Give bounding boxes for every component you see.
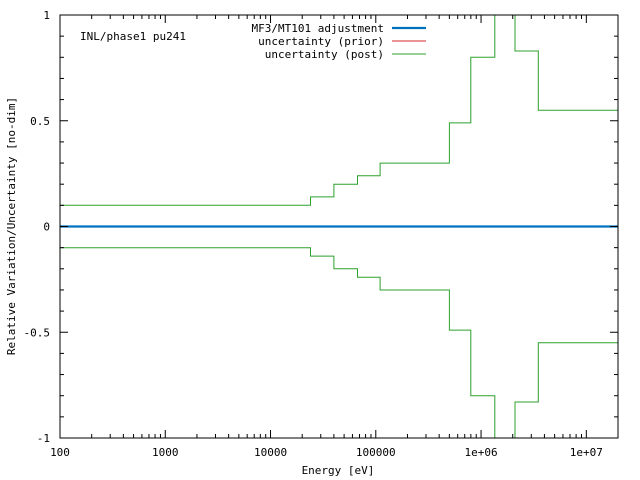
y-tick-label: -0.5 [24, 326, 51, 339]
y-tick-label: -1 [37, 432, 50, 445]
legend-label: uncertainty (prior) [258, 35, 384, 48]
plot-area [60, 15, 618, 438]
series-step-post-upper [60, 15, 618, 206]
x-tick-label: 10000 [254, 446, 287, 459]
y-tick-label: 0.5 [30, 115, 50, 128]
y-tick-label: 0 [43, 221, 50, 234]
legend-label: MF3/MT101 adjustment [252, 22, 384, 35]
x-tick-label: 1000 [152, 446, 179, 459]
chart-annotation: INL/phase1 pu241 [80, 30, 186, 43]
axes: 100 1000 10000 100000 1e+06 1e+07 1 0.5 0 -0.5 -1 [24, 9, 619, 459]
legend-label: uncertainty (post) [265, 48, 384, 61]
y-axis-label: Relative Variation/Uncertainty [no-dim] [5, 97, 18, 355]
x-tick-label: 1e+07 [570, 446, 603, 459]
x-tick-label: 100 [50, 446, 70, 459]
series-step-post-lower [60, 247, 618, 438]
x-tick-label: 1e+06 [464, 446, 497, 459]
y-tick-label: 1 [43, 9, 50, 22]
x-tick-label: 100000 [356, 446, 396, 459]
x-axis-label: Energy [eV] [302, 464, 375, 477]
